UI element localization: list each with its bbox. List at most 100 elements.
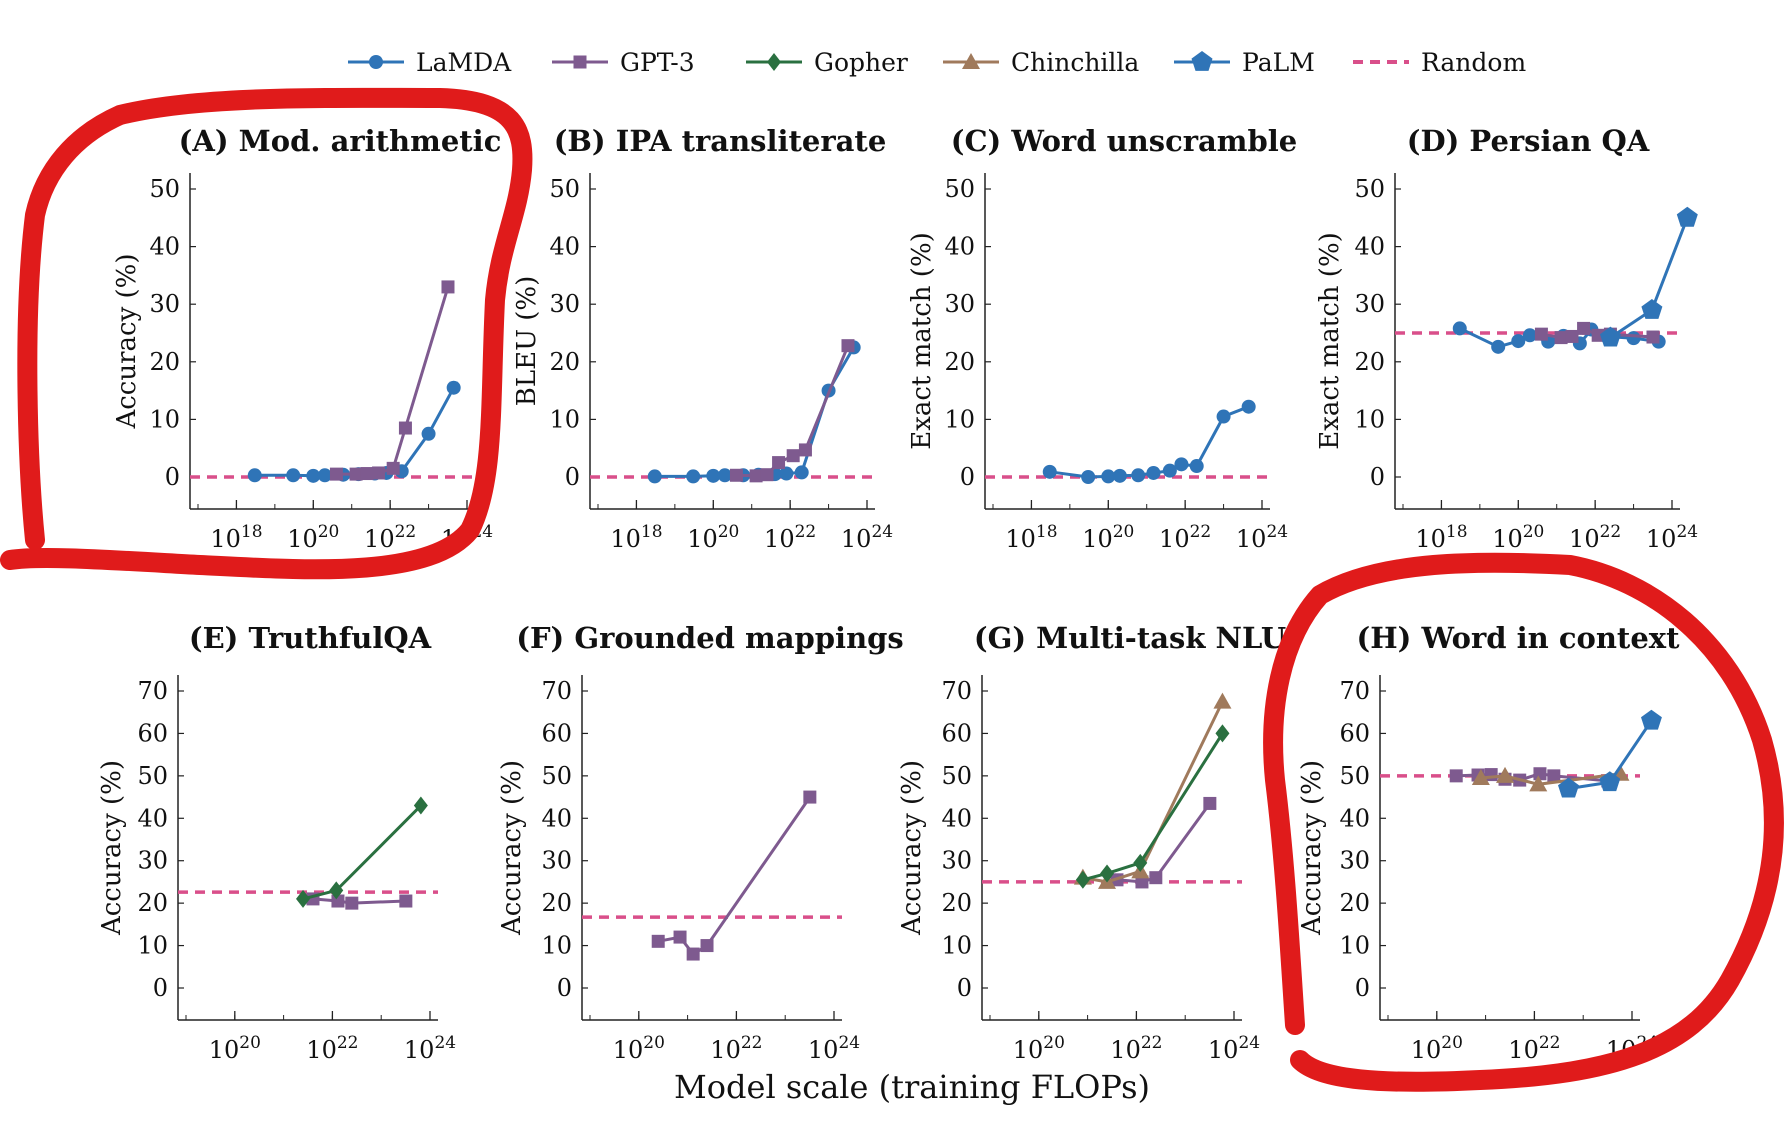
series-line (1082, 700, 1224, 884)
y-tick-label: 40 (549, 233, 580, 261)
data-point (1547, 769, 1561, 783)
y-tick-label: 30 (941, 847, 972, 875)
y-tick-label: 30 (1354, 290, 1385, 318)
y-tick-label: 70 (137, 677, 168, 705)
legend: LaMDA GPT-3 Gopher Chinchilla PaLM Random (348, 48, 1526, 77)
annotation-circle-h (1263, 552, 1784, 1092)
data-point (794, 465, 809, 480)
legend-item-palm: PaLM (1174, 48, 1315, 77)
data-point (1215, 724, 1230, 743)
data-point (1626, 331, 1641, 346)
data-point (706, 468, 721, 483)
legend-marker (962, 53, 980, 69)
series-gpt-3 (651, 790, 817, 961)
x-tick-label: 1020 (1492, 522, 1544, 553)
data-point (1203, 796, 1217, 810)
data-point (1511, 334, 1526, 349)
data-point (1042, 464, 1057, 479)
data-point (421, 426, 436, 441)
y-tick-label: 30 (1339, 847, 1370, 875)
legend-label: LaMDA (416, 48, 512, 77)
data-point (1241, 399, 1256, 414)
legend-item-chinchilla: Chinchilla (943, 48, 1139, 77)
y-tick-label: 50 (944, 175, 975, 203)
data-point (1100, 864, 1115, 883)
data-point (779, 466, 794, 481)
data-point (1213, 692, 1232, 709)
data-point (1496, 766, 1515, 783)
y-tick-label: 10 (944, 405, 975, 433)
y-tick-label: 40 (1339, 804, 1370, 832)
y-tick-label: 50 (149, 175, 180, 203)
y-axis-label: Exact match (%) (1315, 232, 1345, 450)
y-tick-label: 40 (941, 804, 972, 832)
x-tick-label: 1020 (209, 1033, 261, 1064)
x-tick-label: 1022 (1159, 522, 1211, 553)
series-chinchilla (1073, 692, 1232, 889)
x-tick-label: 1024 (808, 1033, 860, 1064)
data-point (1529, 775, 1548, 792)
x-tick-label: 1022 (1110, 1033, 1162, 1064)
y-axis-label: Accuracy (%) (497, 760, 527, 936)
y-axis-label: Accuracy (%) (112, 253, 142, 429)
legend-item-random: Random (1353, 48, 1526, 77)
data-point (1452, 321, 1467, 336)
data-point (296, 889, 311, 908)
y-tick-label: 10 (941, 932, 972, 960)
y-tick-label: 10 (1354, 405, 1385, 433)
x-tick-label: 1020 (613, 1033, 665, 1064)
x-tick-label: 1022 (710, 1033, 762, 1064)
y-tick-label: 30 (137, 847, 168, 875)
panel-title: (H) Word in context (1357, 621, 1681, 655)
y-tick-label: 30 (549, 290, 580, 318)
y-tick-label: 10 (541, 932, 572, 960)
data-point (286, 468, 301, 483)
y-axis-label: Accuracy (%) (1297, 760, 1327, 936)
legend-item-gpt-3: GPT-3 (552, 48, 695, 77)
data-point (1533, 767, 1547, 781)
series-line (1082, 732, 1224, 882)
legend-marker (369, 55, 383, 69)
data-point (1174, 457, 1189, 472)
series-gpt-3 (306, 892, 413, 910)
x-tick-label: 1018 (1415, 522, 1467, 553)
panel-title: (A) Mod. arithmetic (179, 124, 502, 158)
y-tick-label: 60 (941, 719, 972, 747)
x-tick-label: 1022 (1569, 522, 1621, 553)
y-tick-label: 10 (137, 932, 168, 960)
panel-title: (B) IPA transliterate (554, 124, 887, 158)
panel-f: (F) Grounded mappings0102030405060701020… (497, 621, 904, 1064)
series-gopher (296, 796, 428, 908)
series-line (336, 286, 450, 476)
y-axis-label: Exact match (%) (907, 232, 937, 450)
data-point (803, 790, 817, 804)
data-point (1641, 299, 1663, 319)
y-tick-label: 60 (1339, 719, 1370, 747)
data-point (729, 468, 743, 482)
data-point (772, 456, 786, 470)
red-annotations (0, 87, 1784, 1092)
y-tick-label: 40 (149, 233, 180, 261)
y-tick-label: 0 (957, 974, 972, 1002)
y-tick-label: 10 (149, 405, 180, 433)
legend-item-gopher: Gopher (746, 48, 908, 77)
y-tick-label: 50 (549, 175, 580, 203)
series-lamda (647, 340, 861, 484)
data-point (306, 468, 321, 483)
y-tick-label: 20 (149, 348, 180, 376)
y-tick-label: 40 (137, 804, 168, 832)
data-point (1534, 327, 1548, 341)
data-point (841, 339, 855, 353)
y-tick-label: 40 (944, 233, 975, 261)
data-point (1471, 768, 1490, 785)
y-tick-label: 0 (165, 463, 180, 491)
data-point (1484, 768, 1498, 782)
series-line (1609, 217, 1689, 339)
y-tick-label: 20 (541, 889, 572, 917)
x-tick-label: 1022 (764, 522, 816, 553)
y-tick-label: 70 (1339, 677, 1370, 705)
data-point (1522, 328, 1537, 343)
